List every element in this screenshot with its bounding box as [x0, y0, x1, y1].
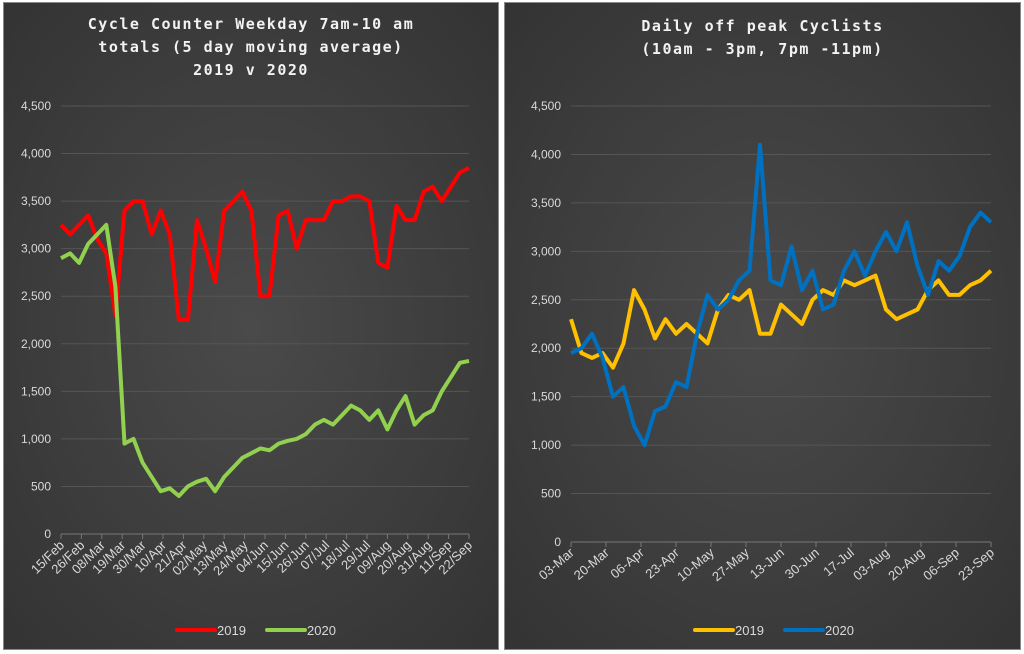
x-tick-label: 23-Sep	[955, 545, 997, 583]
x-tick-label: 27-May	[709, 544, 752, 584]
x-tick-label: 20-Mar	[571, 544, 613, 582]
series-line-2020	[570, 142, 993, 448]
y-tick-label: 2,500	[21, 289, 51, 303]
chart-panel-weekday-am: Cycle Counter Weekday 7am-10 am totals (…	[3, 2, 499, 650]
x-tick-label: 03-Aug	[850, 545, 892, 583]
title-line: totals (5 day moving average)	[98, 38, 404, 56]
y-tick-label: 3,000	[531, 244, 561, 258]
legend-label: 2019	[217, 623, 246, 638]
y-tick-label: 3,000	[21, 242, 51, 256]
y-tick-label: 1,500	[21, 384, 51, 398]
y-tick-label: 4,000	[531, 147, 561, 161]
x-tick-label: 10-May	[674, 544, 717, 584]
legend-label: 2020	[825, 623, 854, 638]
x-tick-label: 06-Sep	[920, 545, 962, 583]
title-line: 2019 v 2020	[193, 61, 309, 79]
x-tick-label: 06-Apr	[607, 544, 647, 581]
line-chart: 0 500 1,000 1,500 2,000 2,500 3,000 3,500 4,000 4…	[531, 99, 997, 638]
y-tick-label: 2,000	[531, 341, 561, 355]
series-line-2020	[60, 222, 470, 498]
line-chart: 0 500 1,000 1,500 2,000 2,500 3,000 3,500 4,000 4…	[21, 99, 475, 638]
series-line-2019	[569, 269, 993, 370]
series-line-2019	[59, 166, 470, 322]
y-tick-label: 2,000	[21, 337, 51, 351]
x-tick-label: 20-Aug	[885, 545, 927, 583]
y-tick-label: 4,000	[21, 147, 51, 161]
title-line: Cycle Counter Weekday 7am-10 am	[87, 15, 415, 33]
y-tick-label: 1,500	[531, 390, 561, 404]
title-line: Daily off peak Cyclists	[641, 17, 884, 35]
chart-title: Cycle Counter Weekday 7am-10 am totals (…	[4, 13, 498, 82]
x-tick-label: 03-Mar	[536, 544, 578, 582]
y-tick-label: 4,500	[531, 99, 561, 113]
y-tick-label: 0	[554, 535, 561, 549]
legend-label: 2020	[307, 623, 336, 638]
y-tick-label: 0	[44, 527, 51, 541]
chart-title: Daily off peak Cyclists (10am - 3pm, 7pm…	[505, 15, 1020, 61]
legend-label: 2019	[735, 623, 764, 638]
y-tick-label: 2,500	[531, 293, 561, 307]
chart-panel-off-peak: Daily off peak Cyclists (10am - 3pm, 7pm…	[504, 2, 1021, 650]
y-tick-label: 500	[31, 479, 51, 493]
x-tick-label: 30-Jun	[782, 545, 822, 582]
y-tick-label: 4,500	[21, 99, 51, 113]
y-tick-label: 500	[541, 487, 561, 501]
y-tick-label: 1,000	[531, 438, 561, 452]
y-tick-label: 3,500	[531, 196, 561, 210]
title-line: (10am - 3pm, 7pm -11pm)	[641, 40, 884, 58]
x-tick-label: 13-Jun	[747, 545, 787, 582]
y-tick-label: 3,500	[21, 194, 51, 208]
y-tick-label: 1,000	[21, 432, 51, 446]
